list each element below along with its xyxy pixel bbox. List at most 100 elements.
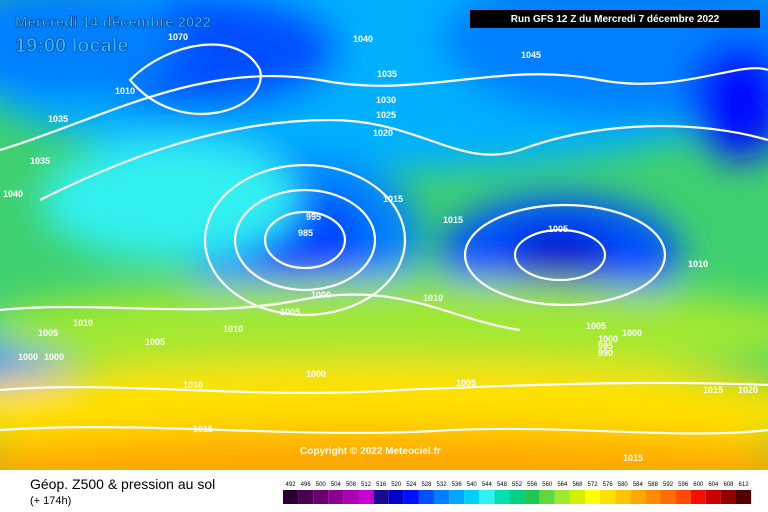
legend-value: 596 <box>678 482 689 488</box>
legend-swatch <box>464 490 480 504</box>
legend-value: 560 <box>542 482 553 488</box>
legend-swatch <box>705 490 721 504</box>
footer-title: Géop. Z500 & pression au sol <box>30 476 215 492</box>
isobar-label: 1010 <box>688 259 708 269</box>
isobar-label: 1040 <box>3 189 23 199</box>
isobar-label: 1015 <box>193 424 213 434</box>
legend-swatch <box>434 490 450 504</box>
isobar-label: 1040 <box>353 34 373 44</box>
isobar-label: 985 <box>298 228 313 238</box>
legend-swatch <box>600 490 616 504</box>
legend-swatch <box>675 490 691 504</box>
legend-swatch <box>690 490 706 504</box>
legend-value: 576 <box>603 482 614 488</box>
isobar-label: 1005 <box>456 378 476 388</box>
isobar-labels: 1070 1010 1040 1045 1035 1030 1025 1020 1035 1035… <box>3 32 758 463</box>
isobar-label: 1015 <box>623 453 643 463</box>
legend-value: 516 <box>376 482 387 488</box>
legend-swatch <box>373 490 389 504</box>
legend-swatch <box>569 490 585 504</box>
legend-value: 524 <box>406 482 417 488</box>
isobar-label: 1005 <box>145 337 165 347</box>
isobar-label: 1015 <box>703 385 723 395</box>
legend-value: 500 <box>316 482 327 488</box>
run-label: Run GFS 12 Z du Mercredi 7 décembre 2022 <box>511 14 720 25</box>
legend-swatch <box>736 490 752 504</box>
legend-value: 512 <box>361 482 372 488</box>
isobar-label: 1000 <box>306 369 326 379</box>
legend-swatch <box>645 490 661 504</box>
legend-swatch <box>358 490 374 504</box>
isobar-label: 995 <box>306 212 321 222</box>
legend-swatch <box>524 490 540 504</box>
isobar-label: 1000 <box>622 328 642 338</box>
isobar-label: 1005 <box>38 328 58 338</box>
legend-value: 568 <box>572 482 583 488</box>
isobar-label: 1020 <box>373 128 393 138</box>
isobar-label: 1045 <box>521 50 541 60</box>
isobar-label: 1035 <box>48 114 68 124</box>
legend-swatch <box>298 490 314 504</box>
legend-value: 572 <box>588 482 599 488</box>
legend-value: 580 <box>618 482 629 488</box>
isobar-label: 1000 <box>18 352 38 362</box>
isobar-label: 1005 <box>586 321 606 331</box>
legend-swatch <box>418 490 434 504</box>
legend-swatch <box>660 490 676 504</box>
legend-swatch <box>720 490 736 504</box>
legend-swatch <box>479 490 495 504</box>
legend-value: 592 <box>663 482 674 488</box>
isobar-label: 1010 <box>73 318 93 328</box>
isobar-label: 1015 <box>383 194 403 204</box>
isobar-label: 990 <box>598 348 613 358</box>
legend-value: 548 <box>497 482 508 488</box>
isobar-label: 1005 <box>548 224 568 234</box>
isobar-label: 1010 <box>183 380 203 390</box>
footer-lead: (+ 174h) <box>30 495 71 507</box>
legend-value: 556 <box>527 482 538 488</box>
time-label: 19:00 locale <box>15 35 128 57</box>
legend-swatch <box>328 490 344 504</box>
legend-swatch <box>283 490 299 504</box>
legend-swatch <box>403 490 419 504</box>
legend-swatch <box>585 490 601 504</box>
legend-swatch <box>509 490 525 504</box>
legend-value: 496 <box>301 482 312 488</box>
legend-value: 604 <box>708 482 719 488</box>
legend: 492 496 500 504 508 512 516 520 524 528 532 536 540 5… <box>283 482 752 504</box>
legend-value: 600 <box>693 482 704 488</box>
legend-value: 544 <box>482 482 493 488</box>
isobar-label: 1005 <box>280 307 300 317</box>
legend-swatch <box>494 490 510 504</box>
legend-value: 552 <box>512 482 523 488</box>
isobar-label: 1000 <box>598 334 618 344</box>
isobar-label: 1030 <box>376 95 396 105</box>
legend-value: 504 <box>331 482 342 488</box>
legend-value: 540 <box>467 482 478 488</box>
legend-value: 584 <box>633 482 644 488</box>
isobar-label: 1010 <box>423 293 443 303</box>
legend-swatch <box>388 490 404 504</box>
isobar-label: 1000 <box>44 352 64 362</box>
legend-value: 536 <box>452 482 463 488</box>
legend-swatch <box>449 490 465 504</box>
isobar-label: 1010 <box>115 86 135 96</box>
isobar-label: 1070 <box>168 32 188 42</box>
legend-value: 564 <box>557 482 568 488</box>
copyright: Copyright © 2022 Meteociel.fr <box>300 446 441 457</box>
legend-value: 588 <box>648 482 659 488</box>
legend-value: 508 <box>346 482 357 488</box>
run-box <box>470 10 760 28</box>
isobar-label: 995 <box>598 341 613 351</box>
legend-value: 528 <box>421 482 432 488</box>
legend-value: 492 <box>286 482 297 488</box>
isobar-label: 1015 <box>443 215 463 225</box>
legend-swatch <box>343 490 359 504</box>
isobar-label: 1035 <box>377 69 397 79</box>
legend-value: 612 <box>739 482 750 488</box>
isobar-label: 1000 <box>311 290 331 300</box>
legend-swatch <box>554 490 570 504</box>
legend-swatch <box>313 490 329 504</box>
